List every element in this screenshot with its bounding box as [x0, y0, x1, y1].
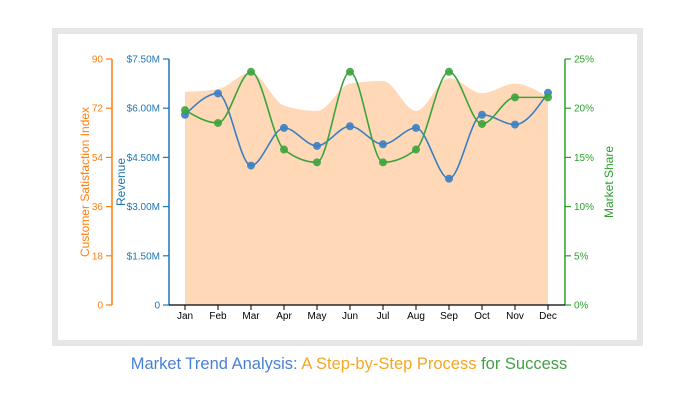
revenue-point — [511, 120, 519, 129]
caption-part-success: for Success — [481, 355, 568, 373]
satisfaction-area-fill — [185, 72, 548, 306]
revenue-point — [379, 140, 387, 149]
satisfaction-axis-tick-label: 18 — [92, 251, 104, 262]
market-share-point — [280, 145, 288, 154]
month-tick-label: Oct — [474, 311, 490, 322]
market-share-point — [511, 93, 519, 102]
market-share-axis-tick-label: 0% — [574, 301, 589, 312]
revenue-axis: 0 $1.50M $3.00M $4.50M $6.00M $7.50M — [127, 55, 170, 312]
chart-caption: Market Trend Analysis: A Step-by-Step Pr… — [0, 355, 698, 374]
revenue-axis-tick-label: $7.50M — [127, 55, 160, 66]
market-share-axis-title: Market Share — [602, 146, 616, 218]
series-points — [181, 67, 552, 183]
market-share-point — [478, 119, 486, 128]
market-share-point — [544, 93, 552, 102]
revenue-axis-tick-label: $6.00M — [127, 104, 160, 115]
revenue-point — [247, 161, 255, 170]
month-tick-label: Jul — [377, 311, 390, 322]
revenue-point — [445, 174, 453, 183]
market-share-axis-tick-label: 20% — [574, 104, 594, 115]
market-share-axis-tick-label: 5% — [574, 251, 589, 262]
revenue-axis-tick-label: $3.00M — [127, 202, 160, 213]
month-tick-label: Feb — [209, 311, 227, 322]
satisfaction-axis-tick-label: 54 — [92, 153, 104, 164]
satisfaction-axis-tick-label: 0 — [97, 301, 103, 312]
revenue-point — [214, 89, 222, 98]
revenue-axis-tick-label: 0 — [154, 301, 160, 312]
market-share-point — [412, 145, 420, 154]
month-tick-label: Jun — [342, 311, 358, 322]
revenue-axis-tick-label: $4.50M — [127, 153, 160, 164]
month-tick-label: Jan — [177, 311, 193, 322]
month-tick-label: Nov — [506, 311, 524, 322]
market-share-point — [445, 67, 453, 76]
month-tick-label: Aug — [407, 311, 425, 322]
month-tick-label: May — [308, 311, 327, 322]
satisfaction-axis-title: Customer Satisfaction Index — [78, 107, 92, 257]
market-share-axis: 0% 5% 10% 15% 20% 25% — [564, 55, 594, 312]
satisfaction-axis-tick-label: 72 — [92, 104, 104, 115]
month-tick-label: Sep — [440, 311, 458, 322]
market-share-point — [181, 106, 189, 115]
satisfaction-area — [185, 72, 548, 306]
month-tick-label: Apr — [276, 311, 292, 322]
market-share-point — [379, 158, 387, 167]
revenue-point — [478, 110, 486, 119]
revenue-point — [346, 122, 354, 131]
satisfaction-axis: 0 18 36 54 72 90 — [92, 55, 113, 312]
market-share-point — [346, 67, 354, 76]
month-tick-label: Mar — [242, 311, 260, 322]
revenue-axis-title: Revenue — [114, 158, 128, 206]
revenue-point — [313, 141, 321, 150]
satisfaction-axis-tick-label: 36 — [92, 202, 104, 213]
market-share-axis-tick-label: 15% — [574, 153, 594, 164]
market-share-point — [313, 158, 321, 167]
market-share-point — [214, 118, 222, 127]
caption-part-market-trend: Market Trend Analysis: — [130, 355, 298, 373]
month-axis: Jan Feb Mar Apr May Jun Jul Aug Sep Oct Nov Dec — [169, 304, 565, 322]
market-share-point — [247, 67, 255, 76]
revenue-point — [280, 123, 288, 132]
month-tick-label: Dec — [539, 311, 557, 322]
caption-part-process: A Step-by-Step Process — [301, 355, 477, 373]
market-share-axis-tick-label: 25% — [574, 55, 594, 66]
satisfaction-axis-tick-label: 90 — [92, 55, 104, 66]
revenue-axis-tick-label: $1.50M — [127, 251, 160, 262]
market-share-axis-tick-label: 10% — [574, 202, 594, 213]
revenue-point — [412, 123, 420, 132]
